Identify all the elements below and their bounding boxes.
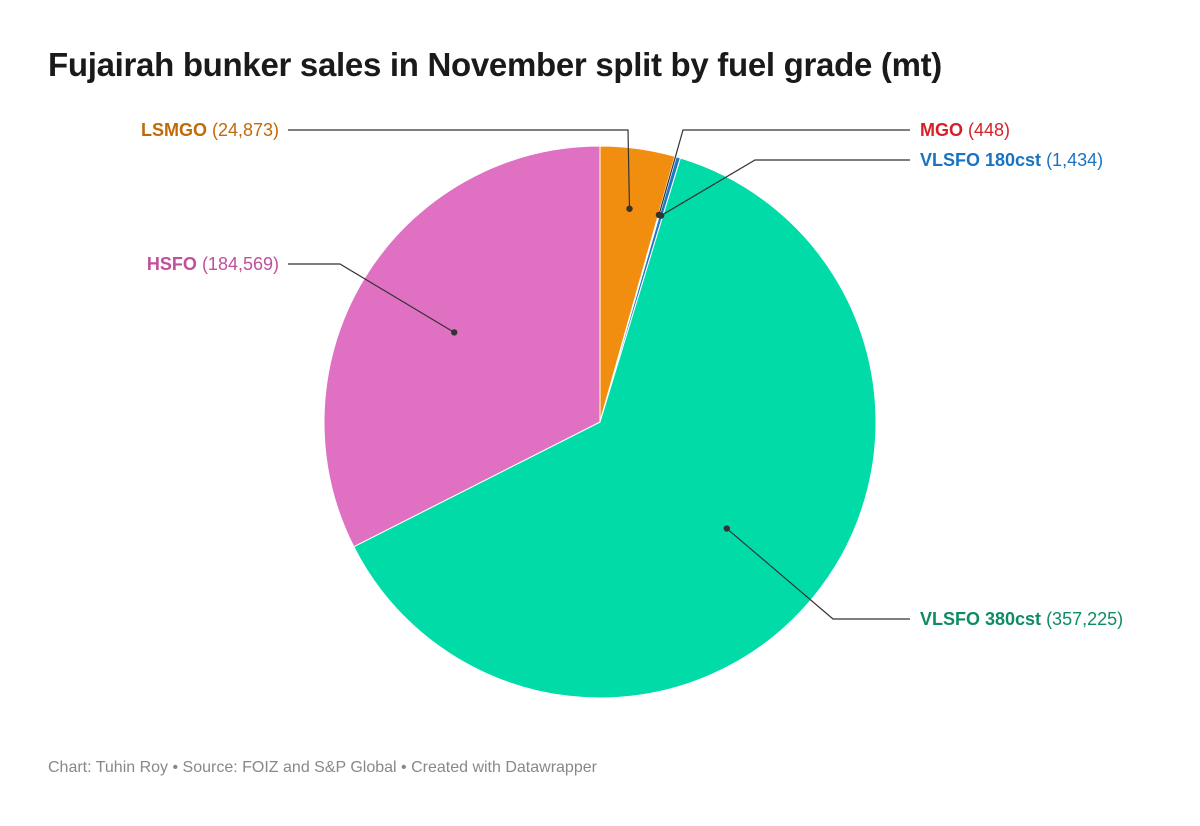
slice-label-name: VLSFO 180cst [920, 150, 1041, 170]
slice-label-name: LSMGO [141, 120, 207, 140]
leader-line-mgo [658, 129, 910, 216]
pie-slice-hsfo [323, 145, 601, 548]
slice-labels: LSMGO (24,873) MGO (448) VLSFO 180cst (1,4… [141, 120, 1123, 629]
leader-line-lsmgo [288, 129, 631, 209]
slice-label-hsfo: HSFO (184,569) [147, 254, 279, 274]
slice-label-value: (448) [963, 120, 1010, 140]
leader-line-vlsfo-180cst [660, 159, 910, 217]
slice-label-name: HSFO [147, 254, 197, 274]
slice-label-value: (24,873) [207, 120, 279, 140]
slice-label-value: (1,434) [1041, 150, 1103, 170]
leader-lines [288, 129, 910, 620]
slice-label-name: VLSFO 380cst [920, 609, 1041, 629]
chart-title: Fujairah bunker sales in November split … [48, 46, 942, 83]
leader-dot-vlsfo-380cst [723, 525, 730, 532]
leader-dot-vlsfo-180cst [657, 212, 665, 219]
leader-line-vlsfo-380cst [726, 528, 910, 620]
slice-label-value: (357,225) [1041, 609, 1123, 629]
leader-line-hsfo [288, 263, 455, 333]
slice-label-lsmgo: LSMGO (24,873) [141, 120, 279, 140]
slice-label-mgo: MGO (448) [920, 120, 1010, 140]
slice-label-name: MGO [920, 120, 963, 140]
leader-dot-hsfo [450, 329, 458, 336]
slice-label-vlsfo-180cst: VLSFO 180cst (1,434) [920, 150, 1103, 170]
slice-label-value: (184,569) [197, 254, 279, 274]
chart-footer: Chart: Tuhin Roy • Source: FOIZ and S&P … [48, 759, 597, 776]
pie-slice-vlsfo-380cst [353, 157, 877, 699]
slice-label-vlsfo-380cst: VLSFO 380cst (357,225) [920, 609, 1123, 629]
pie-slices [323, 145, 877, 699]
leader-dot-lsmgo [626, 205, 633, 212]
